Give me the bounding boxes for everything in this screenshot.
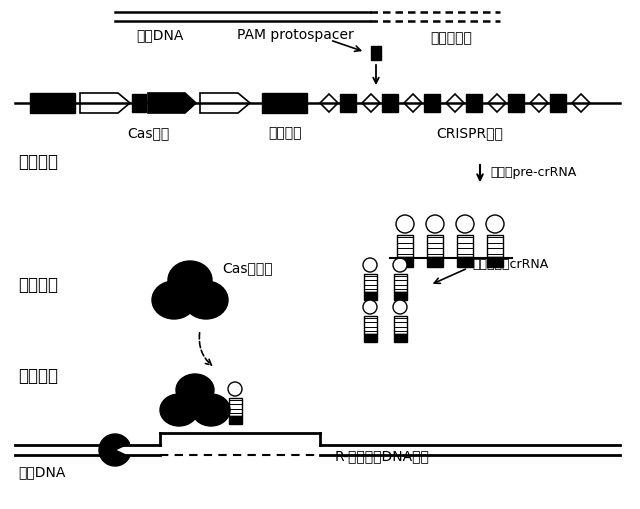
Polygon shape	[572, 94, 590, 112]
Circle shape	[363, 300, 377, 314]
Wedge shape	[99, 434, 129, 466]
Bar	[457, 235, 473, 257]
Bar	[382, 94, 398, 112]
Polygon shape	[200, 93, 250, 113]
Bar	[371, 46, 381, 60]
Bar	[364, 316, 377, 334]
Text: R-环形成，DNA切割: R-环形成，DNA切割	[335, 449, 430, 463]
Bar	[466, 94, 482, 112]
Bar	[132, 94, 146, 112]
Polygon shape	[488, 94, 506, 112]
Circle shape	[486, 215, 504, 233]
Bar	[262, 93, 307, 113]
Circle shape	[393, 300, 407, 314]
Circle shape	[228, 382, 242, 396]
Bar	[397, 257, 413, 267]
Polygon shape	[530, 94, 548, 112]
Ellipse shape	[168, 261, 212, 299]
Text: Cas复合物: Cas复合物	[222, 261, 273, 275]
Bar	[394, 292, 407, 300]
Ellipse shape	[160, 394, 198, 426]
Text: PAM protospacer: PAM protospacer	[237, 28, 353, 42]
Text: 新间隔序列: 新间隔序列	[430, 31, 472, 45]
Bar	[340, 94, 356, 112]
Bar	[487, 257, 503, 267]
Bar	[397, 235, 413, 257]
Circle shape	[396, 215, 414, 233]
Bar	[364, 274, 377, 292]
Bar	[508, 94, 524, 112]
Circle shape	[426, 215, 444, 233]
Ellipse shape	[184, 281, 228, 319]
Polygon shape	[446, 94, 464, 112]
Bar	[364, 292, 377, 300]
Bar	[457, 257, 473, 267]
Text: Cas基因: Cas基因	[127, 126, 169, 140]
Polygon shape	[148, 93, 196, 113]
Text: 外源DNA: 外源DNA	[136, 28, 184, 42]
Bar	[394, 334, 407, 342]
Polygon shape	[362, 94, 380, 112]
Bar	[229, 398, 242, 416]
Circle shape	[456, 215, 474, 233]
Ellipse shape	[176, 374, 214, 406]
Ellipse shape	[152, 281, 196, 319]
Bar	[427, 257, 443, 267]
Bar	[487, 235, 503, 257]
Text: 外源DNA: 外源DNA	[18, 465, 65, 479]
Text: CRISPR序列: CRISPR序列	[436, 126, 504, 140]
Circle shape	[393, 258, 407, 272]
Bar	[550, 94, 566, 112]
Bar	[364, 334, 377, 342]
Polygon shape	[404, 94, 422, 112]
Text: 转录成pre-crRNA: 转录成pre-crRNA	[490, 165, 576, 179]
Bar	[424, 94, 440, 112]
Text: 干扰阶段: 干扰阶段	[18, 367, 58, 385]
Bar	[394, 316, 407, 334]
Bar	[30, 93, 75, 113]
Bar	[229, 416, 242, 424]
Text: 引导序列: 引导序列	[268, 126, 301, 140]
Circle shape	[363, 258, 377, 272]
Text: 表达阶段: 表达阶段	[18, 276, 58, 294]
Polygon shape	[320, 94, 338, 112]
Bar	[394, 274, 407, 292]
Text: 加工成成熟crRNA: 加工成成熟crRNA	[472, 258, 548, 270]
Text: 适应阶段: 适应阶段	[18, 153, 58, 171]
Ellipse shape	[192, 394, 230, 426]
Bar	[427, 235, 443, 257]
Polygon shape	[80, 93, 130, 113]
